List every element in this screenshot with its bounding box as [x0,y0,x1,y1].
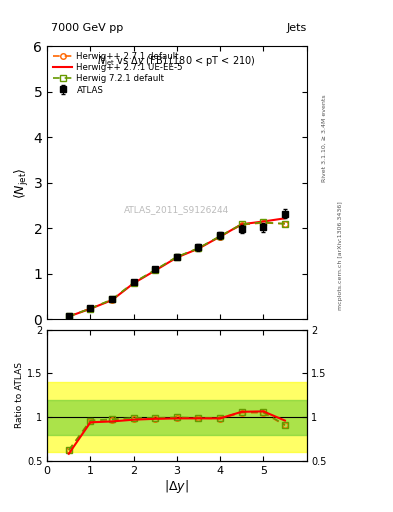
Herwig 7.2.1 default [196,245,201,251]
Herwig 7.2.1 default [283,221,287,227]
Herwig++ 2.7.1 default [239,222,244,228]
Herwig++ 2.7.1 UE-EE-5 [196,246,201,252]
Line: Herwig 7.2.1 default: Herwig 7.2.1 default [66,220,288,319]
Herwig++ 2.7.1 UE-EE-5 [66,313,71,319]
Text: 7000 GeV pp: 7000 GeV pp [51,23,123,33]
Y-axis label: Ratio to ATLAS: Ratio to ATLAS [15,362,24,428]
Herwig 7.2.1 default [66,313,71,319]
Herwig++ 2.7.1 UE-EE-5 [218,233,222,240]
Herwig++ 2.7.1 default [110,297,114,303]
Herwig 7.2.1 default [174,254,179,260]
Herwig 7.2.1 default [239,221,244,227]
Herwig++ 2.7.1 default [261,220,266,226]
Herwig++ 2.7.1 default [131,280,136,286]
Herwig 7.2.1 default [261,219,266,225]
Herwig 7.2.1 default [218,233,222,239]
Herwig++ 2.7.1 default [153,267,158,273]
Text: ATLAS_2011_S9126244: ATLAS_2011_S9126244 [124,206,230,215]
Text: Jets: Jets [286,23,307,33]
Herwig++ 2.7.1 UE-EE-5 [110,297,114,303]
Legend: Herwig++ 2.7.1 default, Herwig++ 2.7.1 UE-EE-5, Herwig 7.2.1 default, ATLAS: Herwig++ 2.7.1 default, Herwig++ 2.7.1 U… [51,50,185,96]
Herwig++ 2.7.1 UE-EE-5 [88,306,93,312]
Text: Rivet 3.1.10, ≥ 3.4M events: Rivet 3.1.10, ≥ 3.4M events [322,94,327,182]
Herwig 7.2.1 default [153,267,158,273]
Text: $N_{\rm jet}$ vs $\Delta y$ (FB) (180 < pT < 210): $N_{\rm jet}$ vs $\Delta y$ (FB) (180 < … [97,54,256,69]
Herwig++ 2.7.1 UE-EE-5 [283,215,287,221]
Herwig++ 2.7.1 UE-EE-5 [239,221,244,227]
Herwig++ 2.7.1 UE-EE-5 [131,280,136,286]
Herwig 7.2.1 default [88,306,93,312]
Herwig++ 2.7.1 default [218,233,222,240]
Herwig++ 2.7.1 default [283,221,287,227]
Line: Herwig++ 2.7.1 default: Herwig++ 2.7.1 default [66,220,288,319]
Herwig 7.2.1 default [110,296,114,303]
Herwig 7.2.1 default [131,280,136,286]
Herwig++ 2.7.1 default [66,313,71,319]
Y-axis label: $\langle N_{\rm jet}\rangle$: $\langle N_{\rm jet}\rangle$ [13,167,31,199]
Herwig++ 2.7.1 default [88,306,93,312]
Herwig++ 2.7.1 default [174,254,179,260]
Herwig++ 2.7.1 UE-EE-5 [174,254,179,261]
Line: Herwig++ 2.7.1 UE-EE-5: Herwig++ 2.7.1 UE-EE-5 [69,218,285,316]
Herwig++ 2.7.1 default [196,245,201,251]
Herwig++ 2.7.1 UE-EE-5 [261,219,266,225]
Text: mcplots.cern.ch [arXiv:1306.3436]: mcplots.cern.ch [arXiv:1306.3436] [338,202,343,310]
X-axis label: $|\Delta y|$: $|\Delta y|$ [164,478,189,496]
Herwig++ 2.7.1 UE-EE-5 [153,267,158,273]
